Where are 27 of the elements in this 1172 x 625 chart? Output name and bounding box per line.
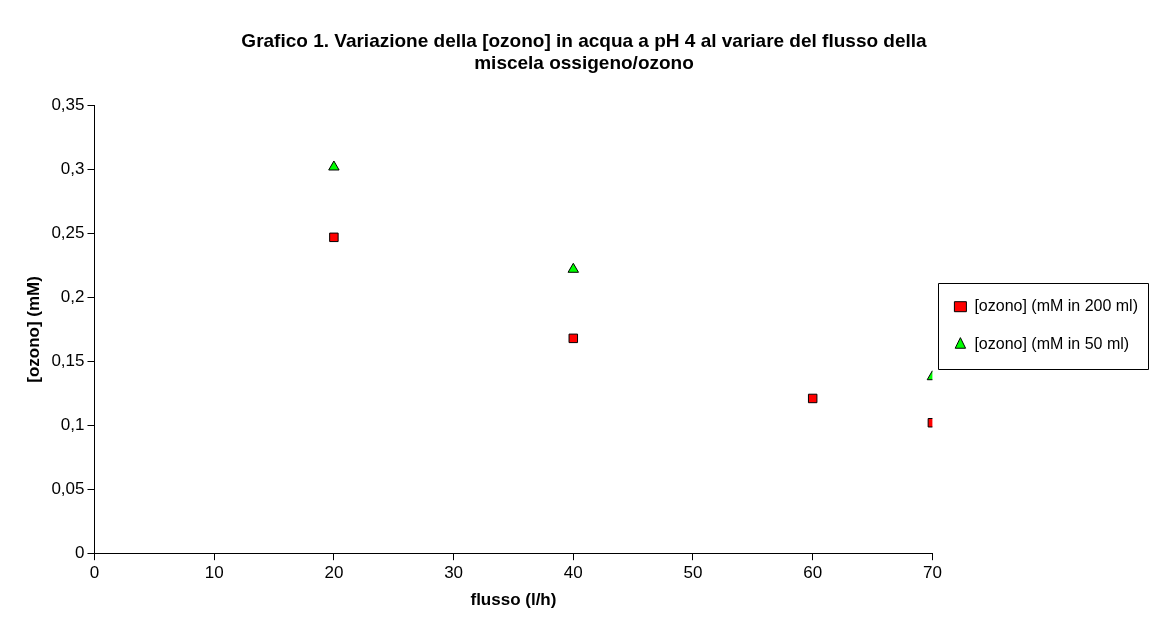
point <box>807 393 818 404</box>
y-tick-label: 0,15 <box>51 351 85 371</box>
y-axis-title: [ozono] (mM) <box>23 276 43 383</box>
point <box>568 333 579 344</box>
x-tick-label: 60 <box>803 563 823 583</box>
x-tick-label: 20 <box>324 563 344 583</box>
legend-label: [ozono] (mM in 200 ml) <box>974 297 1138 315</box>
y-tick-label: 0,3 <box>60 159 85 179</box>
legend-label: [ozono] (mM in 50 ml) <box>974 335 1130 353</box>
x-tick-label: 70 <box>922 563 942 583</box>
y-tick-label: 0,05 <box>51 478 85 498</box>
x-tick-label: 10 <box>204 563 224 583</box>
x-tick-label: 50 <box>683 563 703 583</box>
y-tick-label: 0,1 <box>60 415 85 434</box>
y-tick-label: 0,25 <box>51 223 85 243</box>
point <box>328 160 340 171</box>
point <box>329 232 339 243</box>
x-tick-label: 0 <box>89 563 100 583</box>
x-tick-label: 30 <box>444 563 464 583</box>
y-tick-label: 0,2 <box>60 287 85 307</box>
y-tick-label: 0 <box>75 542 85 562</box>
text: miscela ossigeno/ozono <box>474 52 694 74</box>
x-axis-title: flusso (l/h) <box>470 590 557 610</box>
point <box>567 262 579 273</box>
x-tick-label: 40 <box>563 563 583 583</box>
text: Grafico 1. Variazione della [ozono] in acqua a pH 4 al variare del flusso della <box>241 29 927 51</box>
y-tick-label: 0,35 <box>51 95 85 115</box>
